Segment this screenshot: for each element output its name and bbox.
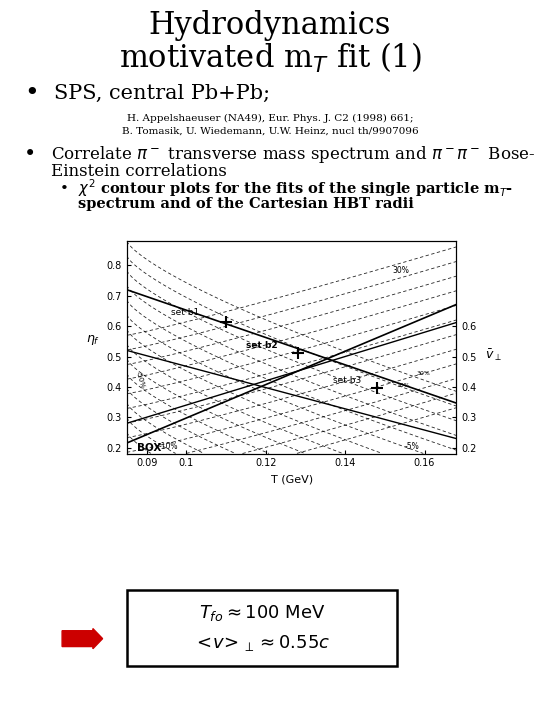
Text: BOX: BOX <box>137 443 161 453</box>
Text: SPS, central Pb+Pb;: SPS, central Pb+Pb; <box>54 84 270 103</box>
Text: set b2: set b2 <box>246 341 278 351</box>
Text: 30%: 30% <box>393 266 410 275</box>
Text: 10%: 10% <box>397 383 410 388</box>
Text: •: • <box>59 181 68 196</box>
Text: -50%: -50% <box>135 370 146 390</box>
Y-axis label: $\eta_f$: $\eta_f$ <box>86 333 100 347</box>
Text: B. Tomasik, U. Wiedemann, U.W. Heinz, nucl th/9907096: B. Tomasik, U. Wiedemann, U.W. Heinz, nu… <box>122 127 418 135</box>
Text: spectrum and of the Cartesian HBT radii: spectrum and of the Cartesian HBT radii <box>78 197 414 211</box>
Y-axis label: $\bar{v}_\perp$: $\bar{v}_\perp$ <box>485 347 502 363</box>
Text: •: • <box>24 82 39 105</box>
Text: $\chi^2$ contour plots for the fits of the single particle m$_T$-: $\chi^2$ contour plots for the fits of t… <box>78 178 514 199</box>
Bar <box>127 590 397 666</box>
Text: motivated m$_T$ fit (1): motivated m$_T$ fit (1) <box>119 40 421 75</box>
X-axis label: T (GeV): T (GeV) <box>271 474 313 484</box>
Text: $<\!v\!>_{\perp} \approx 0.55c$: $<\!v\!>_{\perp} \approx 0.55c$ <box>193 633 330 653</box>
Text: Hydrodynamics: Hydrodynamics <box>148 9 392 41</box>
Text: H. Appelshaeuser (NA49), Eur. Phys. J. C2 (1998) 661;: H. Appelshaeuser (NA49), Eur. Phys. J. C… <box>127 114 413 122</box>
Text: set b3: set b3 <box>333 376 361 385</box>
Text: Correlate $\pi^-$ transverse mass spectrum and $\pi^-\pi^-$ Bose-: Correlate $\pi^-$ transverse mass spectr… <box>51 144 536 166</box>
Text: Einstein correlations: Einstein correlations <box>51 163 227 180</box>
Text: 30%: 30% <box>417 371 430 376</box>
Text: $T_{fo} \approx 100\ \mathrm{MeV}$: $T_{fo} \approx 100\ \mathrm{MeV}$ <box>199 603 325 624</box>
Text: -5%: -5% <box>404 442 420 451</box>
Text: -10%: -10% <box>159 442 178 451</box>
FancyArrow shape <box>62 629 103 649</box>
Text: set b1: set b1 <box>171 308 199 318</box>
Text: •: • <box>24 145 37 164</box>
